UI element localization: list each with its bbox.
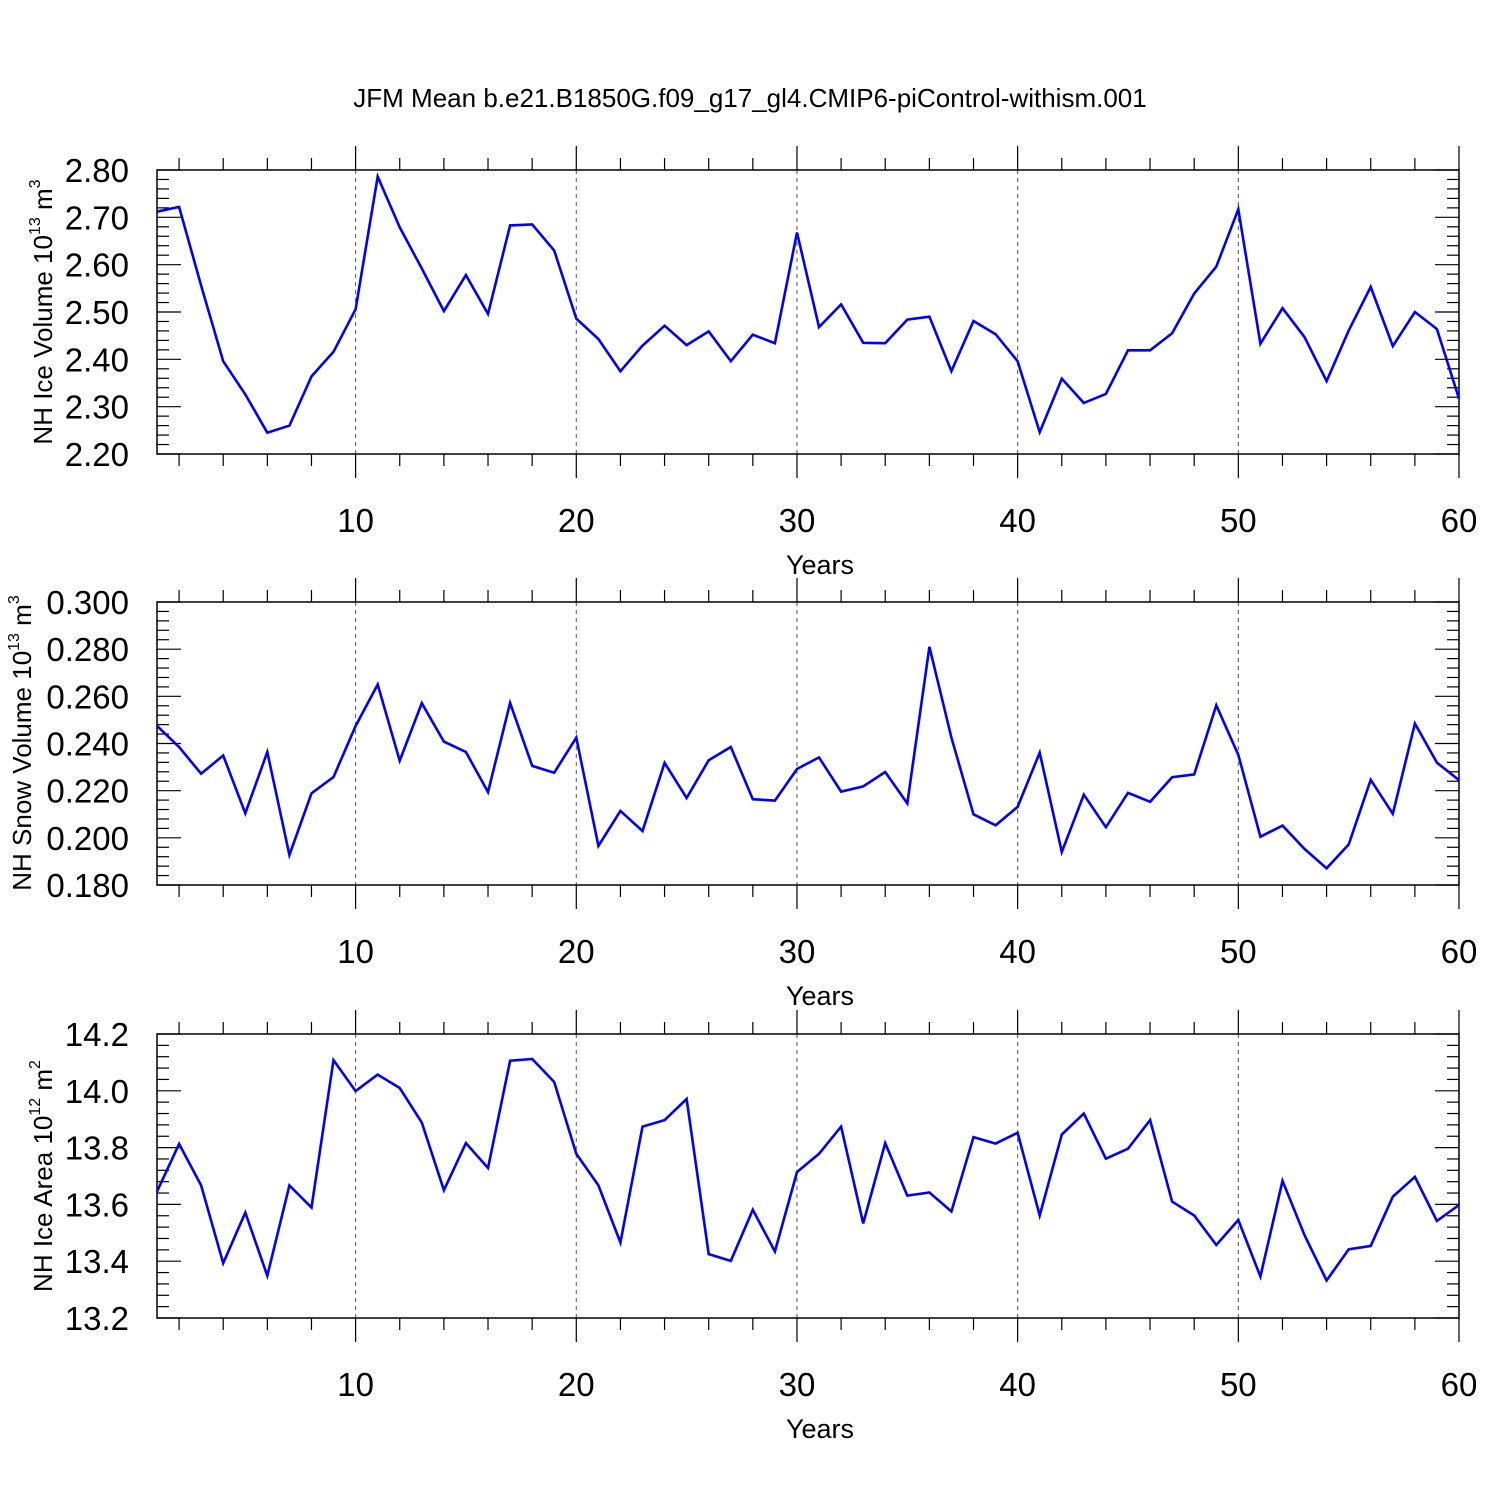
panel-3: 13.2 13.4 13.6 13.8 14.0 14.2 10 20 30 40 50 60 Year…	[27, 1010, 1477, 1444]
x-tick-label: 60	[1441, 1366, 1478, 1403]
y-tick-label: 0.220	[46, 773, 129, 810]
x-tick-label: 20	[558, 1366, 595, 1403]
x-tick-label: 10	[337, 933, 374, 970]
x-tick-label: 50	[1220, 1366, 1257, 1403]
y-axis-label: NH Ice Area 1012 m2	[27, 1060, 58, 1292]
x-tick-label: 60	[1441, 502, 1478, 539]
x-tick-label: 20	[558, 933, 595, 970]
x-axis-label: Years	[786, 981, 854, 1011]
x-axis-label: Years	[786, 550, 854, 580]
y-tick-label: 2.70	[65, 199, 129, 236]
panels: 2.20 2.30 2.40 2.50 2.60 2.70 2.80 10 20 30 40 50 60…	[6, 146, 1477, 1444]
x-tick-label: 40	[999, 1366, 1036, 1403]
y-tick-label: 2.60	[65, 247, 129, 284]
y-tick-label: 2.40	[65, 341, 129, 378]
panel-1: 2.20 2.30 2.40 2.50 2.60 2.70 2.80 10 20 30 40 50 60…	[27, 146, 1477, 580]
y-tick-label: 0.240	[46, 726, 129, 763]
y-tick-label: 13.2	[65, 1300, 129, 1337]
x-tick-label: 30	[779, 502, 816, 539]
plot-frame	[156, 1033, 1460, 1319]
panel-2: 0.180 0.200 0.220 0.240 0.260 0.280 0.300 10 20 3…	[6, 578, 1477, 1011]
x-tick-label: 20	[558, 502, 595, 539]
y-tick-label: 14.2	[65, 1016, 129, 1053]
y-tick-label: 0.300	[46, 584, 129, 621]
y-tick-label: 2.30	[65, 389, 129, 426]
y-tick-label: 13.6	[65, 1186, 129, 1223]
y-tick-label: 2.50	[65, 294, 129, 331]
y-axis-label: NH Snow Volume 1013 m3	[6, 595, 37, 891]
y-tick-label: 13.4	[65, 1243, 129, 1280]
y-tick-label: 14.0	[65, 1073, 129, 1110]
y-tick-label: 13.8	[65, 1130, 129, 1167]
y-tick-label: 2.20	[65, 436, 129, 473]
x-tick-label: 40	[999, 933, 1036, 970]
x-tick-label: 50	[1220, 502, 1257, 539]
figure-title: JFM Mean b.e21.B1850G.f09_g17_gl4.CMIP6-…	[353, 83, 1146, 113]
x-tick-label: 30	[779, 933, 816, 970]
series-line	[156, 172, 1461, 437]
x-axis-label: Years	[786, 1414, 854, 1444]
series-line	[155, 1056, 1460, 1284]
x-tick-label: 10	[337, 502, 374, 539]
y-tick-label: 0.280	[46, 631, 129, 668]
x-tick-label: 30	[779, 1366, 816, 1403]
y-tick-label: 0.200	[46, 820, 129, 857]
y-tick-label: 0.180	[46, 867, 129, 904]
x-tick-label: 50	[1220, 933, 1257, 970]
series-line	[156, 646, 1460, 871]
x-tick-label: 40	[999, 502, 1036, 539]
y-axis-label: NH Ice Volume 1013 m3	[27, 179, 58, 444]
x-tick-label: 60	[1441, 933, 1478, 970]
x-tick-label: 10	[337, 1366, 374, 1403]
y-tick-label: 2.80	[65, 152, 129, 189]
y-tick-label: 0.260	[46, 678, 129, 715]
